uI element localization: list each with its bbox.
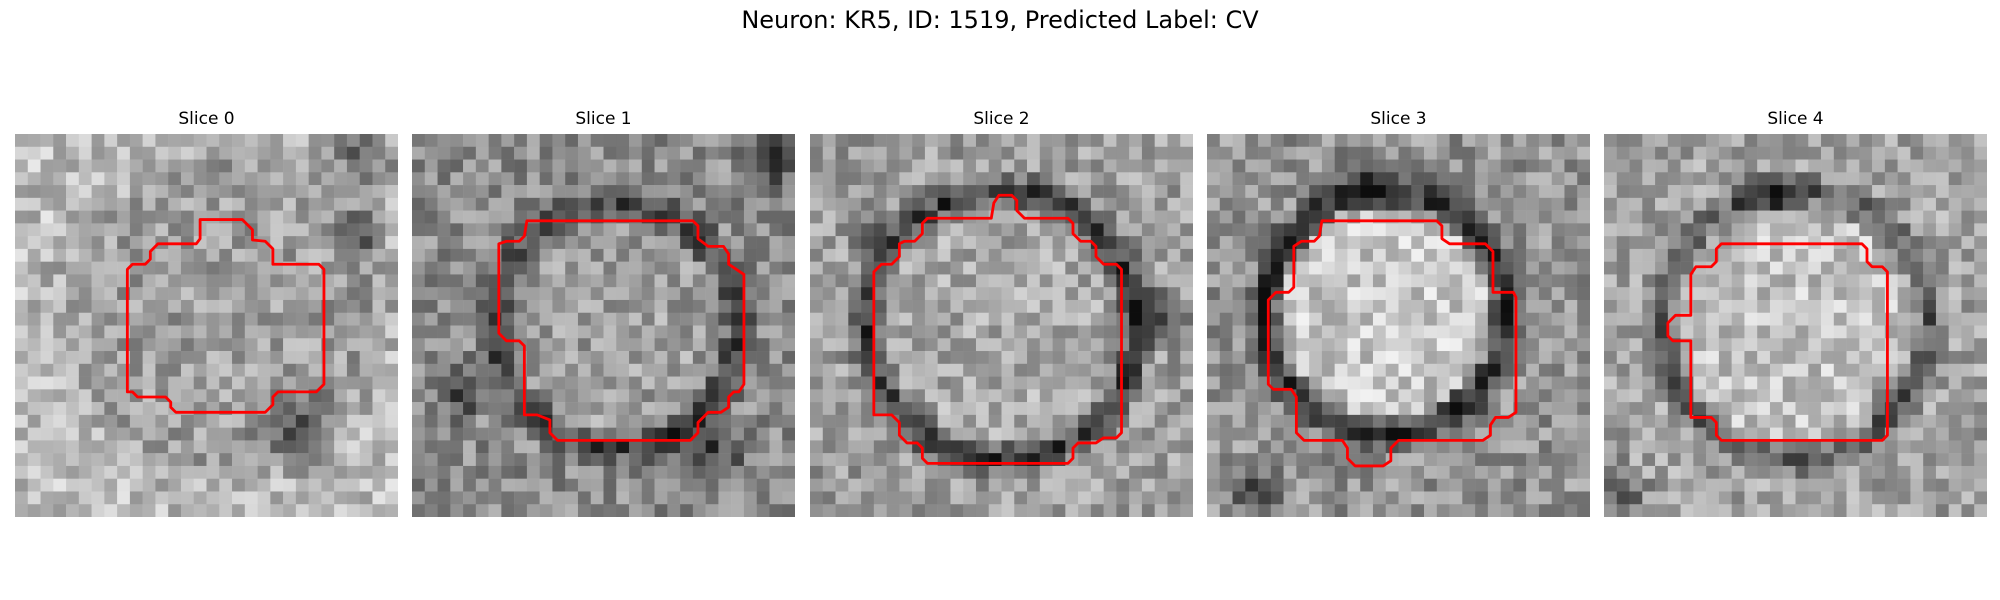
slice-image (15, 134, 398, 517)
roi-contour (1266, 219, 1518, 468)
slice-image (412, 134, 795, 517)
roi-contour (872, 193, 1123, 465)
slice-panel-3: Slice 3 (1207, 104, 1590, 517)
grayscale-pixels (412, 134, 795, 517)
figure-title: Neuron: KR5, ID: 1519, Predicted Label: … (741, 6, 1259, 34)
slice-title: Slice 0 (178, 109, 235, 129)
slice-panel-2: Slice 2 (810, 104, 1193, 517)
slice-image (1207, 134, 1590, 517)
slice-title: Slice 2 (973, 109, 1030, 129)
slice-panel-4: Slice 4 (1604, 104, 1987, 517)
slice-panel-0: Slice 0 (15, 104, 398, 517)
slice-image (1604, 134, 1987, 517)
grayscale-pixels (1207, 134, 1590, 517)
grayscale-pixels (1604, 134, 1987, 517)
slice-image (810, 134, 1193, 517)
slice-title: Slice 1 (575, 109, 632, 129)
slice-title: Slice 3 (1370, 109, 1427, 129)
roi-contour (1666, 242, 1889, 442)
roi-contour (125, 218, 326, 414)
grayscale-pixels (810, 134, 1193, 517)
grayscale-pixels (15, 134, 398, 517)
slice-panel-1: Slice 1 (412, 104, 795, 517)
roi-contour (497, 219, 746, 442)
slice-title: Slice 4 (1767, 109, 1824, 129)
